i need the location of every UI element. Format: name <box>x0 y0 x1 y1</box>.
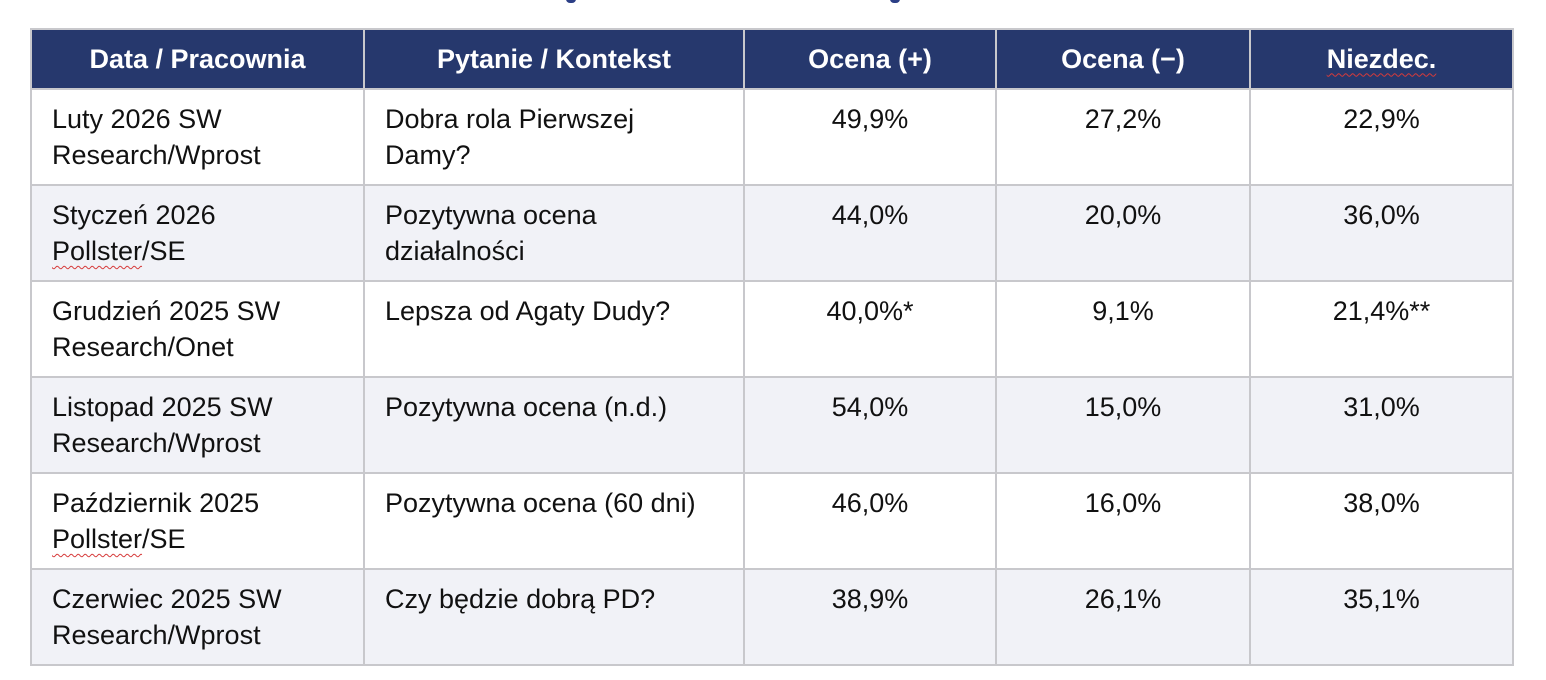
table-header-row: Data / Pracownia Pytanie / Kontekst Ocen… <box>30 28 1514 90</box>
negative-cell: 9,1% <box>995 280 1251 378</box>
undecided-cell: 36,0% <box>1249 184 1514 282</box>
negative-cell: 20,0% <box>995 184 1251 282</box>
table-row: Grudzień 2025 SW Research/Onet Lepsza od… <box>30 280 1514 378</box>
question-cell: Lepsza od Agaty Dudy? <box>363 280 745 378</box>
date-text: Październik 2025 <box>52 488 260 518</box>
table-row: Czerwiec 2025 SW Research/Wprost Czy będ… <box>30 568 1514 666</box>
positive-cell: 44,0% <box>743 184 997 282</box>
pollster-text: SW Research/Onet <box>52 296 281 362</box>
poll-results-table: Data / Pracownia Pytanie / Kontekst Ocen… <box>30 28 1514 666</box>
column-header-question: Pytanie / Kontekst <box>363 28 745 90</box>
undecided-cell: 38,0% <box>1249 472 1514 570</box>
positive-cell: 54,0% <box>743 376 997 474</box>
positive-cell: 46,0% <box>743 472 997 570</box>
table-row: Luty 2026 SW Research/Wprost Dobra rola … <box>30 88 1514 186</box>
table-row: Listopad 2025 SW Research/Wprost Pozytyw… <box>30 376 1514 474</box>
pollster-text-suffix: /SE <box>142 236 186 266</box>
date-pollster-cell: Grudzień 2025 SW Research/Onet <box>30 280 365 378</box>
date-text: Czerwiec 2025 <box>52 584 231 614</box>
date-pollster-cell: Listopad 2025 SW Research/Wprost <box>30 376 365 474</box>
undecided-cell: 22,9% <box>1249 88 1514 186</box>
pollster-text: Pollster <box>52 236 143 266</box>
undecided-cell: 31,0% <box>1249 376 1514 474</box>
column-header-negative: Ocena (−) <box>995 28 1251 90</box>
date-pollster-cell: Styczeń 2026 Pollster/SE <box>30 184 365 282</box>
positive-cell: 40,0%* <box>743 280 997 378</box>
date-pollster-cell: Luty 2026 SW Research/Wprost <box>30 88 365 186</box>
date-pollster-cell: Czerwiec 2025 SW Research/Wprost <box>30 568 365 666</box>
question-cell: Pozytywna ocena działalności <box>363 184 745 282</box>
question-cell: Pozytywna ocena (n.d.) <box>363 376 745 474</box>
date-pollster-cell: Październik 2025 Pollster/SE <box>30 472 365 570</box>
date-text: Listopad 2025 <box>52 392 222 422</box>
date-text: Luty 2026 <box>52 104 171 134</box>
negative-cell: 15,0% <box>995 376 1251 474</box>
question-cell: Dobra rola Pierwszej Damy? <box>363 88 745 186</box>
column-header-date-pollster: Data / Pracownia <box>30 28 365 90</box>
question-cell: Czy będzie dobrą PD? <box>363 568 745 666</box>
column-header-positive: Ocena (+) <box>743 28 997 90</box>
negative-cell: 26,1% <box>995 568 1251 666</box>
positive-cell: 49,9% <box>743 88 997 186</box>
pollster-text-suffix: /SE <box>142 524 186 554</box>
pollster-text: SW Research/Wprost <box>52 104 261 170</box>
negative-cell: 27,2% <box>995 88 1251 186</box>
table-row: Październik 2025 Pollster/SE Pozytywna oc… <box>30 472 1514 570</box>
positive-cell: 38,9% <box>743 568 997 666</box>
date-text: Grudzień 2025 <box>52 296 230 326</box>
pollster-text: SW Research/Wprost <box>52 584 282 650</box>
pollster-text: SW Research/Wprost <box>52 392 273 458</box>
clipped-heading-fragment <box>560 0 920 4</box>
column-header-undecided: Niezdec. <box>1249 28 1514 90</box>
pollster-text: Pollster <box>52 524 143 554</box>
undecided-cell: 21,4%** <box>1249 280 1514 378</box>
table-row: Styczeń 2026 Pollster/SE Pozytywna ocena … <box>30 184 1514 282</box>
undecided-cell: 35,1% <box>1249 568 1514 666</box>
negative-cell: 16,0% <box>995 472 1251 570</box>
date-text: Styczeń 2026 <box>52 200 216 230</box>
column-header-undecided-label: Niezdec. <box>1326 43 1437 74</box>
question-cell: Pozytywna ocena (60 dni) <box>363 472 745 570</box>
